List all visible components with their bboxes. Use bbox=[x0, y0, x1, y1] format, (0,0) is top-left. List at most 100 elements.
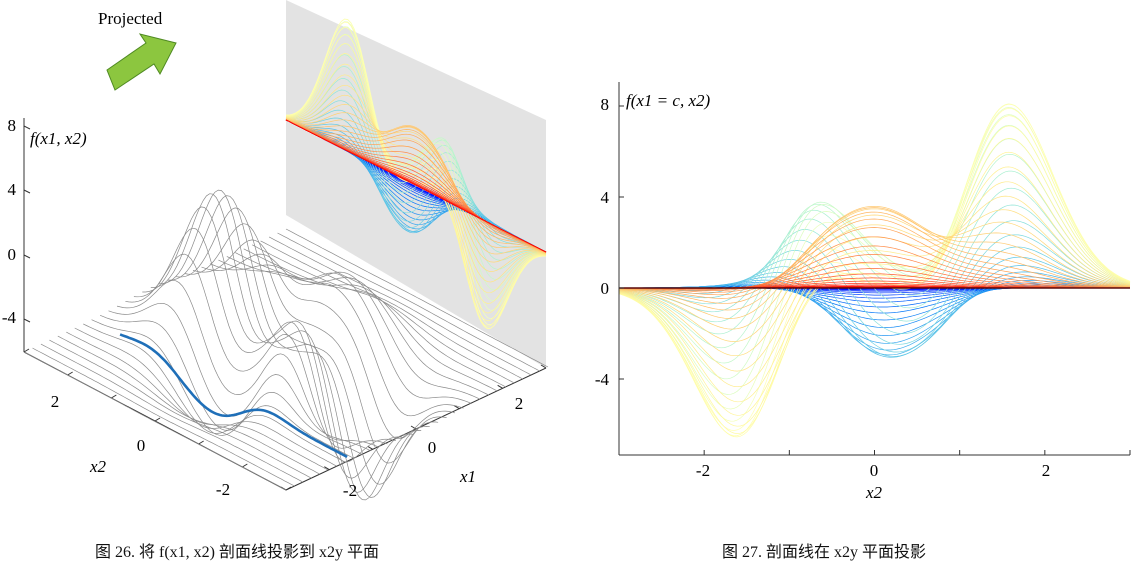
projected-profile bbox=[285, 78, 547, 254]
x1-tick-label: 2 bbox=[515, 394, 524, 413]
projected-profile bbox=[285, 119, 547, 253]
wire-profile bbox=[184, 223, 447, 464]
x1-tick bbox=[324, 466, 330, 471]
wire-profile bbox=[74, 327, 337, 467]
x1-tick bbox=[410, 425, 417, 430]
projected-profile bbox=[286, 26, 547, 330]
wire-profile bbox=[277, 232, 540, 372]
wire-profile bbox=[133, 227, 396, 463]
z-tick-label: 0 bbox=[8, 245, 17, 264]
projected-curve bbox=[618, 209, 1131, 357]
projected-curve bbox=[618, 208, 1131, 330]
projected-profile bbox=[285, 104, 547, 263]
x2-tick-labels: -2 0 2 bbox=[51, 392, 230, 499]
x1-axis-label: x1 bbox=[459, 467, 476, 486]
projected-profile bbox=[285, 100, 547, 253]
x2-tick bbox=[154, 417, 161, 422]
y-tick-label: 0 bbox=[601, 279, 610, 298]
wire-profile bbox=[226, 256, 489, 396]
projected-curve bbox=[618, 246, 1131, 353]
wire-profile bbox=[23, 351, 287, 491]
projection-2d-chart: f(x1 = c, x2) x2 -4 0 4 8 -2 0 2 bbox=[595, 82, 1131, 502]
projected-profile bbox=[285, 18, 547, 326]
wire-profile bbox=[235, 252, 498, 392]
projected-profile bbox=[285, 112, 547, 255]
projected-profile bbox=[285, 117, 547, 253]
projected-profile bbox=[285, 118, 547, 254]
x1-tick bbox=[540, 364, 547, 369]
y-tick-label: 8 bbox=[601, 95, 610, 114]
z-tick bbox=[23, 254, 31, 259]
projected-curve bbox=[618, 103, 1131, 431]
projected-profile bbox=[285, 119, 547, 253]
x2-tick bbox=[242, 463, 248, 468]
projected-curve bbox=[619, 245, 1130, 291]
projected-curve bbox=[619, 227, 1131, 296]
wire-profile bbox=[32, 347, 295, 487]
projected-profile bbox=[285, 119, 547, 253]
projected-curve bbox=[618, 236, 1130, 293]
projected-profile bbox=[285, 53, 547, 314]
wire-profile bbox=[99, 314, 363, 455]
x1-tick-label: -2 bbox=[343, 481, 357, 500]
x-tick-labels: -2 0 2 bbox=[696, 461, 1050, 480]
projected-curve bbox=[618, 207, 1131, 311]
projected-curves bbox=[618, 103, 1131, 438]
projected-curve bbox=[618, 115, 1131, 438]
wire-profile bbox=[49, 339, 312, 479]
wire-profile bbox=[268, 236, 532, 376]
projected-curve bbox=[619, 271, 1131, 356]
wire-profile bbox=[243, 248, 506, 388]
projected-curve bbox=[618, 170, 1131, 335]
wire-profile bbox=[150, 193, 413, 493]
x1-tick-label: 0 bbox=[428, 438, 437, 457]
z-tick-labels: -4 0 4 8 bbox=[2, 116, 17, 327]
x2-tick bbox=[198, 440, 204, 445]
projected-curve bbox=[618, 151, 1131, 416]
projected-curve bbox=[618, 137, 1131, 427]
projected-profiles bbox=[285, 18, 547, 330]
wire-profile bbox=[91, 319, 354, 459]
wire-profile bbox=[252, 244, 515, 384]
y-tick-label: 4 bbox=[601, 188, 610, 207]
chart-title: f(x1 = c, x2) bbox=[626, 91, 710, 110]
wire-profile bbox=[209, 263, 473, 405]
wire-profile bbox=[66, 331, 329, 471]
x2-axis-label: x2 bbox=[89, 457, 107, 476]
wire-profile bbox=[40, 343, 304, 483]
x-axis-label: x2 bbox=[865, 483, 883, 502]
wire-profile bbox=[167, 195, 430, 498]
highlighted-profile-curve bbox=[119, 333, 348, 459]
z-tick-label: 4 bbox=[8, 180, 17, 199]
projected-curve bbox=[618, 205, 1131, 319]
projected-curve bbox=[619, 276, 1131, 351]
projected-curve bbox=[619, 261, 1130, 290]
z-tick-label: 8 bbox=[8, 116, 17, 135]
projected-curve bbox=[618, 220, 1131, 334]
projected-profile bbox=[285, 119, 547, 253]
y-tick-label: -4 bbox=[595, 370, 610, 389]
projected-curve bbox=[618, 234, 1131, 345]
projected-profile bbox=[285, 119, 547, 253]
projected-curve bbox=[618, 218, 1131, 299]
projected-curve bbox=[618, 181, 1131, 388]
x2-tick-label: -2 bbox=[216, 480, 230, 499]
x2-tick bbox=[23, 348, 30, 353]
projected-curve bbox=[618, 103, 1131, 422]
wire-profile bbox=[260, 240, 523, 380]
projected-profile bbox=[285, 119, 547, 253]
projected-profile bbox=[285, 63, 547, 304]
caption-left: 图 26. 将 f(x1, x2) 剖面线投影到 x2y 平面 bbox=[95, 544, 379, 561]
z-tick bbox=[23, 125, 31, 130]
right-axes bbox=[618, 82, 1131, 456]
function-label: f(x1, x2) bbox=[30, 129, 87, 148]
projected-profile bbox=[285, 119, 547, 253]
projected-curve bbox=[618, 214, 1131, 342]
wire-profile bbox=[285, 228, 549, 368]
projection-arrow-icon bbox=[106, 33, 177, 91]
wireframe-profiles bbox=[23, 189, 549, 501]
projected-curve bbox=[618, 125, 1131, 434]
projected-profile bbox=[285, 119, 547, 253]
projected-profile bbox=[285, 74, 547, 294]
wire-profile bbox=[108, 302, 371, 452]
